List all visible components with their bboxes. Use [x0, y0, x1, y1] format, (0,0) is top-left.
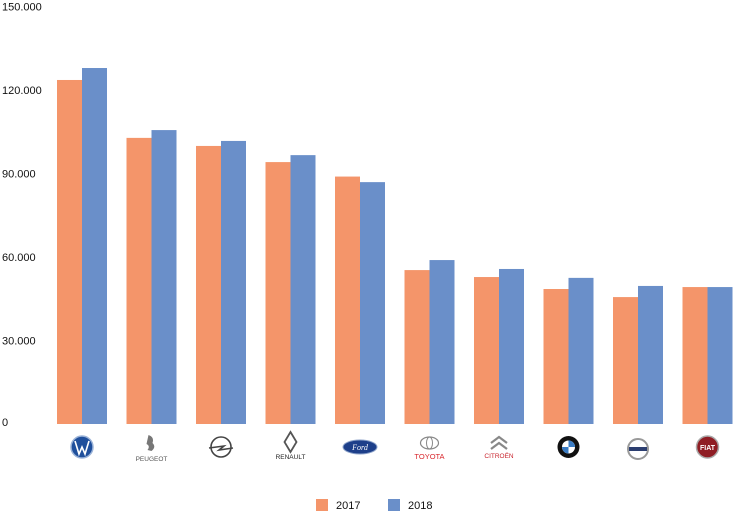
bar-2018-3 [290, 155, 316, 424]
y-tick-label: 150.000 [2, 2, 42, 14]
bar-2018-5 [429, 260, 455, 424]
brand-name: TOYOTA [414, 452, 444, 461]
brand-logo-5: TOYOTA [414, 436, 445, 461]
brand-name: PEUGEOT [136, 456, 168, 463]
y-tick-label: 60.000 [2, 252, 36, 264]
bar-2017-5 [404, 270, 430, 424]
brand-logo-3: RENAULT [276, 430, 306, 461]
vw-mark [74, 440, 90, 457]
bar-2018-2 [221, 140, 246, 424]
bar-2018-0 [82, 68, 107, 425]
fiat-lettering: FIAT [700, 445, 716, 452]
toyota-logo-icon [419, 436, 440, 450]
brand-logo-4: Ford [342, 439, 378, 455]
legend-swatch-2017 [316, 499, 328, 511]
brand-logo-8 [627, 438, 649, 460]
y-tick-label: 120.000 [2, 85, 42, 97]
legend-swatch-2018 [388, 499, 400, 511]
bar-2017-8 [613, 297, 638, 424]
renault-diamond-icon [283, 430, 298, 454]
legend-label-2017: 2017 [336, 500, 360, 512]
ford-script: Ford [351, 443, 369, 452]
brand-logo-1: PEUGEOT [136, 435, 168, 463]
volvo-bar [629, 447, 647, 451]
brand-name: RENAULT [276, 454, 306, 461]
brand-logo-7 [557, 436, 580, 458]
peugeot-lion-icon [146, 435, 155, 451]
brand-name: CITROËN [484, 452, 514, 460]
bar-2017-9 [682, 287, 708, 424]
bar-2018-6 [499, 268, 524, 424]
bar-2018-4 [360, 182, 385, 424]
legend-label-2018: 2018 [408, 500, 432, 512]
bar-2017-3 [265, 162, 291, 425]
bmw-quarters [562, 440, 575, 454]
bar-2017-7 [543, 289, 569, 424]
bar-2018-1 [151, 130, 177, 424]
y-tick-label: 90.000 [2, 169, 36, 181]
opel-bolt [208, 444, 234, 452]
bar-2017-1 [126, 137, 152, 424]
ford-oval-icon [342, 439, 378, 455]
brand-logo-6: CITROËN [484, 435, 514, 460]
brand-logo-2 [208, 436, 234, 458]
volvo-logo-icon [627, 438, 649, 460]
y-tick-label: 30.000 [2, 336, 36, 348]
bar-2017-0 [57, 79, 82, 424]
bar-2017-4 [335, 176, 360, 424]
y-tick-label: 0 [2, 417, 8, 429]
bar-2018-8 [638, 285, 663, 424]
bar-2018-7 [568, 277, 594, 424]
bar-2018-9 [707, 287, 733, 424]
brand-logo-9: FIAT [695, 435, 720, 459]
fiat-logo-icon [695, 435, 720, 459]
toyota-inner [426, 436, 433, 450]
citroen-chevrons-icon [490, 435, 508, 450]
brand-logo-0 [70, 435, 94, 459]
bar-2017-2 [196, 145, 221, 424]
bar-2017-6 [474, 277, 499, 424]
